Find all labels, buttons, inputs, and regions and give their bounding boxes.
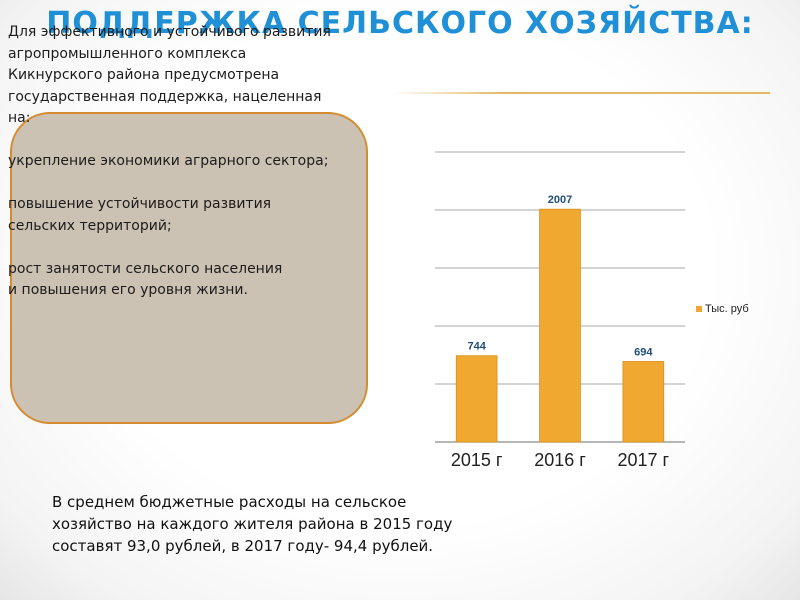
footer-line: хозяйство на каждого жителя района в 201… [52,515,453,533]
footer-line: В среднем бюджетные расходы на сельское [52,493,407,511]
x-tick-label: 2015 г [451,450,503,470]
text-box-line: и повышения его уровня жизни. [8,282,248,298]
text-box-content: Для эффективного и устойчивого развития а… [8,22,380,302]
text-box-line: Кикнурского района предусмотрена [8,67,280,83]
footer-line: составят 93,0 рублей, в 2017 году- 94,4 … [52,537,434,555]
text-box-line [8,173,380,195]
text-box-line: на: [8,110,31,126]
data-label: 744 [467,341,486,353]
bar [455,355,498,443]
bar [622,361,665,443]
data-label: 2007 [548,194,572,206]
bar-chart: 744 2015 г 2007 2016 г 694 2017 г Тыс. руб [435,151,749,470]
text-box-line [8,237,380,259]
legend-label: Тыс. руб [705,303,749,315]
text-box-line: агропромышленного комплекса [8,45,247,62]
x-tick-label: 2016 г [534,450,586,470]
data-label: 694 [634,346,653,358]
text-box-line [8,130,380,152]
legend-swatch [696,306,702,312]
text-box-line: Для эффективного и устойчивого развития [8,24,331,40]
text-box-line: государственная поддержка, нацеленная [8,88,322,105]
text-box-line: рост занятости сельского населения [8,260,283,277]
x-tick-label: 2017 г [618,450,670,470]
text-box-line: сельских территорий; [8,217,172,234]
slide-title: ПОДДЕРЖКА СЕЛЬСКОГО ХОЗЯЙСТВА: [46,6,754,41]
text-box-line: повышение устойчивости развития [8,196,272,212]
bar [539,208,581,443]
footer-text: В среднем бюджетные расходы на сельское х… [52,491,492,557]
text-box-line: укрепление экономики аграрного сектора; [8,153,329,169]
text-box-panel [10,112,368,424]
title-underline [392,92,770,94]
